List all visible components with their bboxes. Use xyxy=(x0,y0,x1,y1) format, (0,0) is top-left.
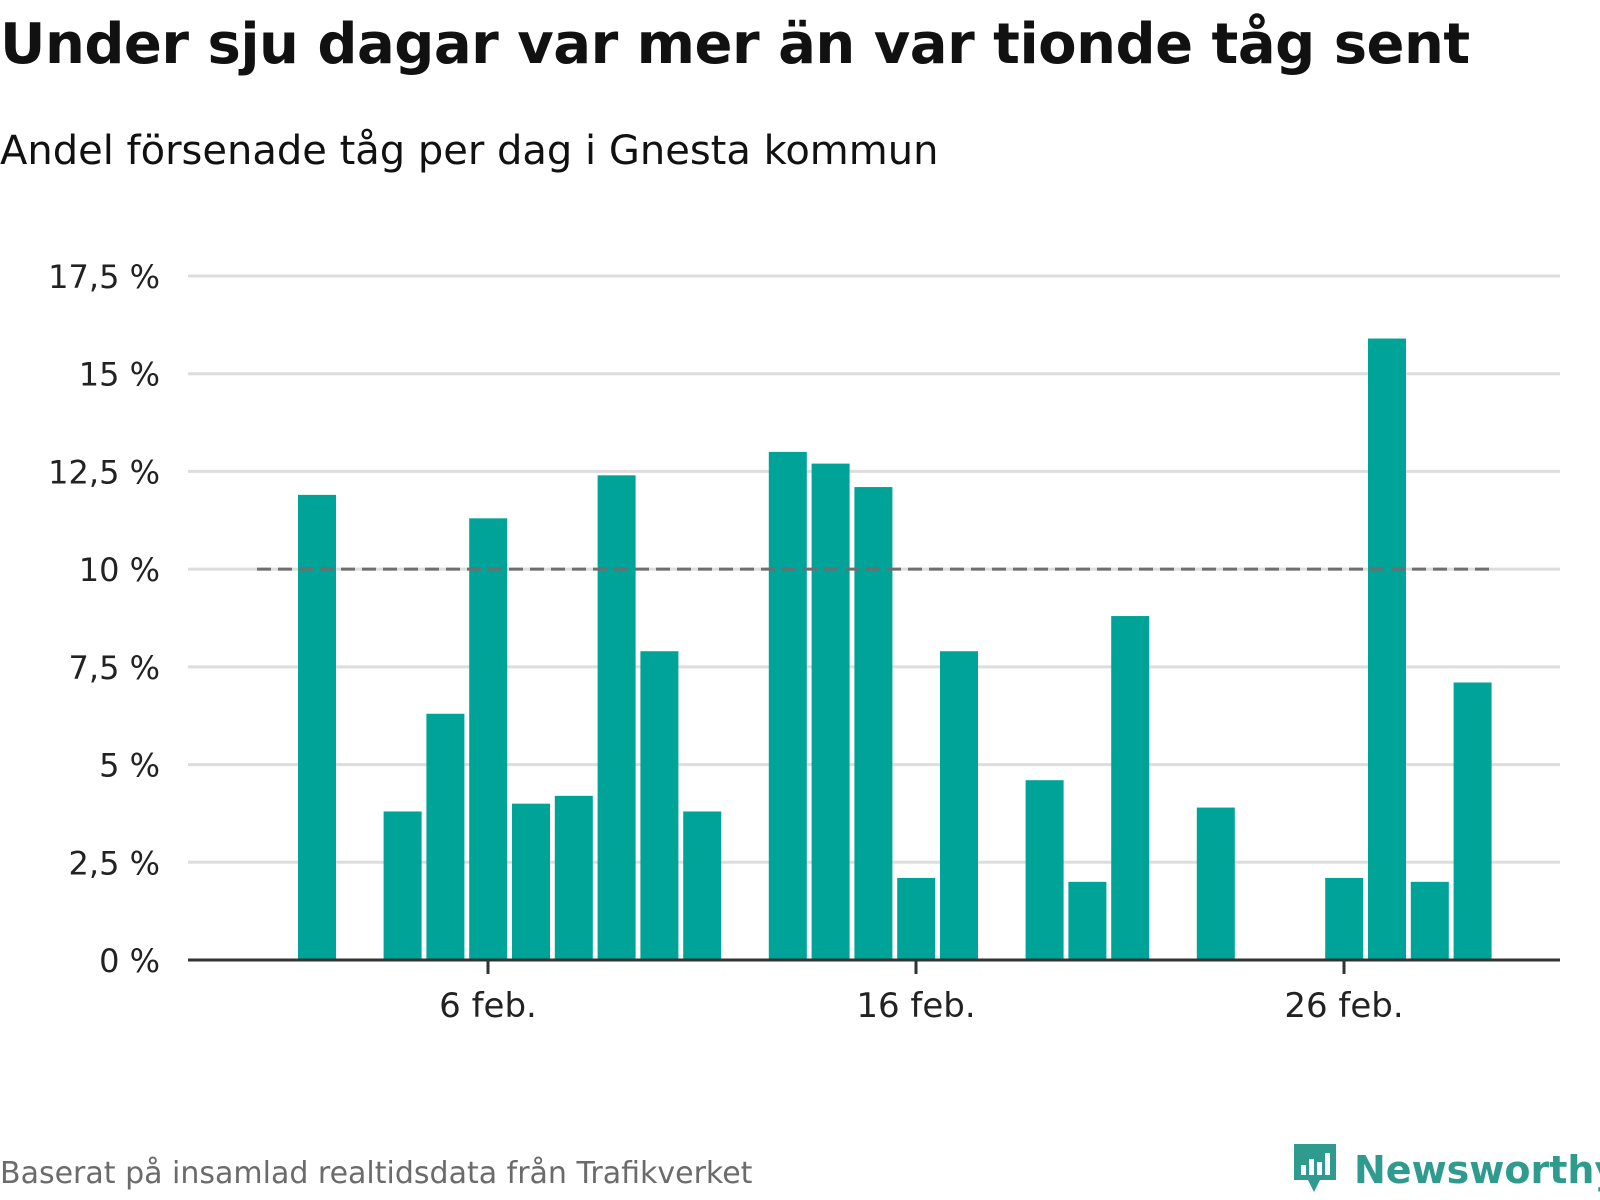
source-note: Baserat på insamlad realtidsdata från Tr… xyxy=(0,1156,753,1191)
y-tick-label: 5 % xyxy=(99,747,160,785)
y-tick-label: 0 % xyxy=(99,942,160,980)
bar xyxy=(640,651,679,960)
bar xyxy=(1368,338,1406,961)
y-tick-label: 2,5 % xyxy=(69,844,160,882)
y-tick-label: 17,5 % xyxy=(48,258,160,296)
bar xyxy=(1068,881,1107,960)
bar xyxy=(1025,780,1064,960)
bar xyxy=(1196,807,1235,960)
brand-logo: Newsworthy xyxy=(1290,1140,1600,1200)
bar xyxy=(854,487,893,960)
bar xyxy=(554,795,593,960)
bar xyxy=(768,451,807,960)
brand-name: Newsworthy xyxy=(1354,1148,1600,1192)
bar xyxy=(1325,877,1364,960)
bar xyxy=(512,803,550,960)
bar xyxy=(1453,682,1492,960)
bar xyxy=(1410,881,1449,960)
bar xyxy=(940,651,978,960)
x-tick-label: 26 feb. xyxy=(1284,986,1403,1026)
x-tick-label: 16 feb. xyxy=(856,986,975,1026)
y-tick-label: 12,5 % xyxy=(48,453,160,491)
bar xyxy=(469,518,508,960)
bar-chart-speech-bubble-icon xyxy=(1294,1144,1336,1192)
bar xyxy=(1111,616,1150,960)
chart-title: Under sju dagar var mer än var tionde tå… xyxy=(0,12,1470,77)
y-tick-label: 15 % xyxy=(79,356,160,394)
bar xyxy=(298,494,336,960)
y-tick-label: 7,5 % xyxy=(69,649,160,687)
bar xyxy=(426,713,465,960)
bar xyxy=(597,475,636,960)
bar xyxy=(811,463,850,960)
bar-chart: 0 % 2,5 % 5 % 7,5 % 10 % 12,5 % 15 % 17,5 % 6 fe… xyxy=(48,258,1560,1026)
bar xyxy=(383,811,422,960)
chart-subtitle: Andel försenade tåg per dag i Gnesta kom… xyxy=(0,128,939,174)
bar xyxy=(683,811,722,960)
x-tick-label: 6 feb. xyxy=(439,986,537,1026)
bars xyxy=(298,338,1492,961)
bar xyxy=(897,877,936,960)
y-tick-label: 10 % xyxy=(79,551,160,589)
axes: 0 % 2,5 % 5 % 7,5 % 10 % 12,5 % 15 % 17,5 % 6 fe… xyxy=(48,258,1560,1026)
